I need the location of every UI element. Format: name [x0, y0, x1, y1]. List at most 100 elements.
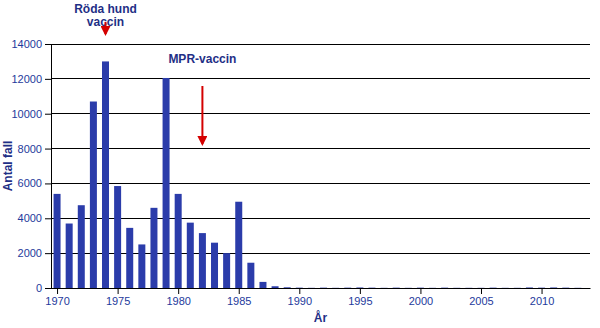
x-tick-mark [420, 288, 421, 294]
bar [477, 287, 484, 288]
bar [126, 228, 133, 288]
bar [272, 286, 279, 288]
y-tick-mark [45, 149, 51, 150]
bar [54, 194, 61, 288]
y-tick-mark [45, 183, 51, 184]
annotation-line: MPR-vaccin [168, 52, 236, 66]
x-tick-label: 1975 [106, 295, 130, 307]
y-tick-mark [45, 218, 51, 219]
y-tick: 6000 [18, 177, 51, 189]
y-tick-label: 10000 [11, 108, 42, 120]
annotation-arrow [105, 22, 107, 34]
bar [344, 287, 351, 288]
y-tick: 14000 [11, 38, 51, 50]
y-tick-label: 8000 [18, 143, 42, 155]
grid-line [51, 44, 590, 45]
bar [150, 208, 157, 288]
bar [138, 244, 145, 288]
bar [211, 243, 218, 288]
y-axis: 0 2000 4000 6000 8000 10000 12000 14000 [11, 38, 51, 294]
y-tick-mark [45, 79, 51, 80]
bar [78, 205, 85, 288]
bar [562, 287, 569, 288]
x-tick-mark [57, 288, 58, 294]
x-tick: 2000 [409, 288, 433, 307]
x-tick-label: 1980 [166, 295, 190, 307]
y-tick: 2000 [18, 247, 51, 259]
bar [102, 61, 109, 288]
x-tick-mark [239, 288, 240, 294]
annotation-line: Röda hund [74, 2, 137, 16]
x-tick-label: 2005 [469, 295, 493, 307]
x-axis-line [52, 288, 591, 289]
bar [538, 287, 545, 288]
bar [235, 202, 242, 288]
x-tick: 1990 [288, 288, 312, 307]
bar [526, 287, 533, 288]
y-tick: 4000 [18, 212, 51, 224]
bar [368, 287, 375, 288]
y-axis-title: Antal fall [1, 141, 15, 192]
grid-line [51, 183, 590, 184]
bar [393, 287, 400, 288]
annotation-arrow [201, 86, 203, 144]
x-tick-mark [542, 288, 543, 294]
x-tick-mark [178, 288, 179, 294]
bars [54, 61, 582, 288]
y-tick: 10000 [11, 108, 51, 120]
x-tick-mark [299, 288, 300, 294]
bar [175, 194, 182, 288]
bar [320, 287, 327, 288]
bar [163, 78, 170, 288]
bar [356, 287, 363, 288]
x-tick-mark [481, 288, 482, 294]
y-tick-mark [45, 44, 51, 45]
x-tick-label: 2010 [530, 295, 554, 307]
bar [308, 287, 315, 288]
bar [259, 282, 266, 288]
x-tick-label: 2000 [409, 295, 433, 307]
x-tick: 2010 [530, 288, 554, 307]
y-tick-label: 4000 [18, 212, 42, 224]
grid [51, 44, 590, 288]
bar [453, 287, 460, 288]
grid-line [51, 78, 590, 79]
bar [574, 287, 581, 288]
x-tick: 1995 [348, 288, 372, 307]
y-tick-mark [45, 114, 51, 115]
bar [284, 287, 291, 288]
chart: 0 2000 4000 6000 8000 10000 12000 14000 1970 1975… [0, 0, 600, 328]
bar [550, 287, 557, 288]
annotation: MPR-vaccin [168, 52, 236, 66]
y-tick: 8000 [18, 143, 51, 155]
bar [187, 223, 194, 288]
bar [247, 263, 254, 288]
x-tick: 1975 [106, 288, 130, 307]
x-tick-label: 1995 [348, 295, 372, 307]
y-tick-label: 14000 [11, 38, 42, 50]
bar [66, 224, 73, 288]
bar [465, 287, 472, 288]
x-axis-title: År [314, 310, 328, 325]
y-tick-mark [45, 253, 51, 254]
bar [502, 287, 509, 288]
x-tick: 1985 [227, 288, 251, 307]
x-tick-label: 1985 [227, 295, 251, 307]
x-tick-mark [360, 288, 361, 294]
x-tick-label: 1990 [288, 295, 312, 307]
x-tick: 1970 [45, 288, 69, 307]
bar [223, 253, 230, 288]
y-tick-label: 2000 [18, 247, 42, 259]
y-tick-label: 6000 [18, 177, 42, 189]
y-tick-label: 0 [36, 282, 42, 294]
y-tick-label: 12000 [11, 73, 42, 85]
bar [441, 287, 448, 288]
y-tick-mark [45, 288, 51, 289]
bar [114, 186, 121, 288]
grid-line [51, 148, 590, 149]
bar [90, 102, 97, 288]
bar [405, 287, 412, 288]
y-tick: 12000 [11, 73, 51, 85]
x-tick: 1980 [166, 288, 190, 307]
grid-line [51, 113, 590, 114]
